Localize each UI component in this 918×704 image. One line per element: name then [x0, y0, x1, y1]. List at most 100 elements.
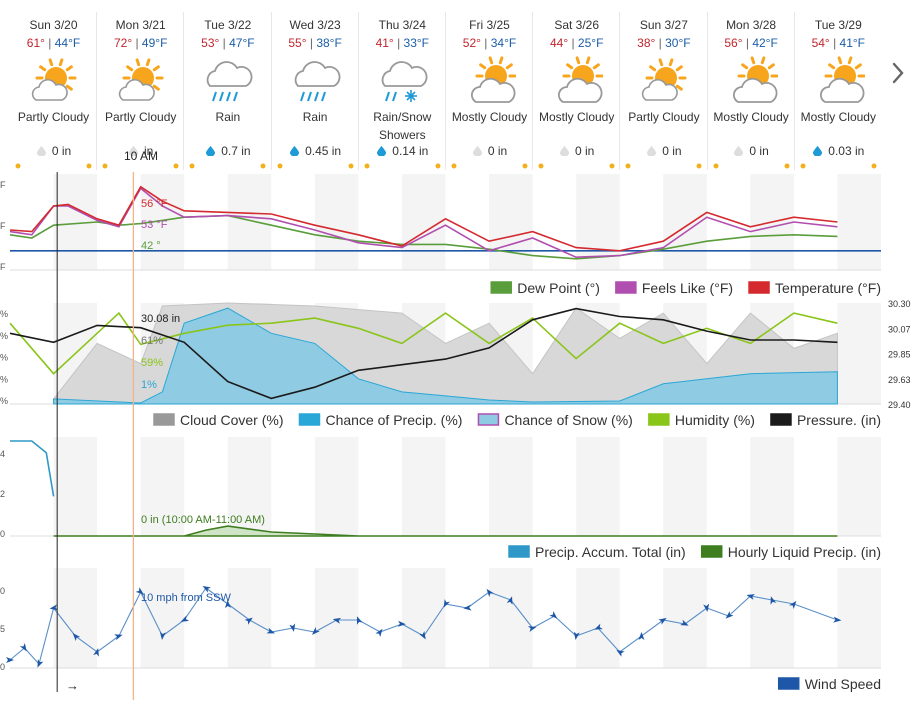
day-column[interactable]: Mon 3/28 56° | 42°F Mostly Cloudy 0 in: [708, 12, 795, 170]
legend-swatch: [700, 545, 723, 558]
raindrop-icon: [559, 145, 570, 156]
raindrop-icon: [472, 145, 482, 156]
axis-unit-label: F: [0, 262, 6, 272]
precip-amount: 0 in: [620, 144, 707, 158]
day-name: Tue 3/22: [204, 18, 252, 32]
night-band: [837, 568, 881, 668]
high-temp: 41°: [375, 36, 394, 50]
day-name: Sun 3/27: [639, 18, 688, 32]
axis-unit-label: %: [0, 374, 8, 384]
low-temp: 49°F: [141, 36, 168, 50]
legend-swatch: [153, 413, 175, 426]
axis-tick-label: 5: [0, 624, 5, 634]
low-temp: 34°F: [490, 36, 517, 50]
wind-direction-arrow: [506, 596, 513, 605]
day-separator: [183, 12, 185, 170]
low-temp: 38°F: [316, 36, 342, 50]
condition-text: Partly Cloudy: [17, 110, 90, 124]
wind-direction-arrow: [594, 623, 603, 630]
sun-times-icon: [451, 163, 528, 169]
day-name: Tue 3/29: [814, 18, 862, 32]
raindrop-icon: [206, 145, 216, 156]
day-separator: [706, 12, 708, 170]
next-days-chevron-icon[interactable]: [888, 60, 908, 86]
wind-direction-arrow: [419, 631, 426, 640]
sun-times-icon: [800, 163, 877, 169]
legend-label: Hourly Liquid Precip. (in): [728, 544, 881, 560]
day-name: Mon 3/28: [726, 18, 777, 32]
day-column[interactable]: Sun 3/27 38° | 30°F Partly Cloudy 0 in: [620, 12, 707, 170]
raindrop-icon: [647, 145, 657, 156]
hover-value-label: 59%: [141, 357, 163, 369]
precip-amount: 0.45 in: [272, 144, 359, 158]
wind-direction-arrow: [833, 616, 842, 623]
humidity-line: [9, 311, 838, 375]
night-band: [750, 437, 794, 536]
day-column[interactable]: Wed 3/23 55° | 38°F Rain 0.45 in: [272, 12, 359, 170]
day-column[interactable]: Tue 3/22 53° | 47°F Rain 0.7 in: [184, 12, 271, 170]
day-column[interactable]: Fri 3/25 52° | 34°F Mostly Cloudy 0 in: [446, 12, 533, 170]
partly-cloudy-icon: [118, 58, 164, 101]
day-column[interactable]: Sun 3/20 61° | 44°F Partly Cloudy 0 in: [10, 12, 97, 170]
wind-direction-arrow: [463, 604, 472, 611]
wind-direction-arrow: [703, 603, 710, 612]
pressure-line: [9, 307, 838, 400]
legend-swatch: [490, 281, 512, 294]
night-band: [140, 568, 185, 668]
partly-cloudy-icon: [642, 58, 687, 101]
precip-amount: in: [97, 144, 184, 158]
precip-amount: 0.03 in: [795, 144, 882, 158]
hover-value-label: 53 °F: [141, 219, 168, 231]
precip-value: 0.14 in: [392, 144, 429, 158]
day-temps: 61° | 44°F: [26, 36, 81, 50]
wind-direction-arrow: [224, 600, 231, 609]
wind-direction-arrow: [37, 659, 44, 668]
hover-value-label: 42 °: [141, 240, 161, 252]
hover-value-label: 30.08 in: [141, 313, 180, 325]
high-temp: 61°: [26, 36, 45, 50]
condition-text: Rain/Snow Showers: [373, 110, 432, 142]
axis-unit-label: F: [0, 221, 6, 231]
raindrop-icon: [734, 145, 744, 156]
wind-direction-arrow: [6, 657, 14, 663]
high-temp: 56°: [724, 36, 743, 50]
mostly-cloudy-icon: [819, 56, 865, 103]
day-column[interactable]: Mon 3/21 72° | 49°F Partly Cloudy in: [97, 12, 184, 170]
day-temps: 38° | 30°F: [637, 36, 691, 50]
hover-time-label: 10 AM: [124, 149, 158, 163]
hover-value-label: 61%: [141, 335, 163, 347]
raindrop-icon: [36, 145, 46, 156]
precip-amount: 0.7 in: [184, 144, 271, 158]
legend-label: Cloud Cover (%): [180, 412, 283, 428]
sun-times-icon: [538, 163, 615, 169]
sun-times-icon: [102, 163, 179, 169]
wind-direction-arrow: [638, 631, 645, 640]
legend-swatch: [477, 413, 500, 426]
night-band: [227, 437, 272, 536]
wind-direction-arrow: [159, 631, 166, 640]
wind-direction-arrow: [202, 586, 211, 593]
day-column[interactable]: Thu 3/24 41° | 33°F Rain/Snow Showers 0.…: [359, 12, 446, 170]
raindrop-icon: [377, 145, 387, 156]
legend-swatch: [648, 413, 670, 426]
series-line: [9, 185, 838, 252]
precip-amount: 0.14 in: [359, 144, 446, 158]
precip-value: 0 in: [662, 144, 682, 158]
night-band: [227, 568, 272, 668]
day-separator: [96, 12, 98, 170]
wind-direction-arrow: [180, 615, 190, 622]
mostly-cloudy-icon: [470, 56, 516, 103]
night-band: [53, 437, 98, 536]
condition-text: Mostly Cloudy: [713, 110, 789, 124]
day-column[interactable]: Tue 3/29 54° | 41°F Mostly Cloudy 0.03 i…: [795, 12, 882, 170]
wind-direction-arrow: [680, 619, 689, 626]
day-column[interactable]: Sat 3/26 44° | 25°F Mostly Cloudy 0 in: [533, 12, 620, 170]
mostly-cloudy-icon: [732, 56, 778, 103]
low-temp: 30°F: [665, 36, 691, 50]
day-separator: [445, 12, 446, 170]
legend-label: Precip. Accum. Total (in): [535, 544, 686, 560]
rain-icon: [294, 61, 341, 102]
legend-swatch: [298, 413, 321, 426]
wind-direction-arrow: [658, 617, 667, 625]
